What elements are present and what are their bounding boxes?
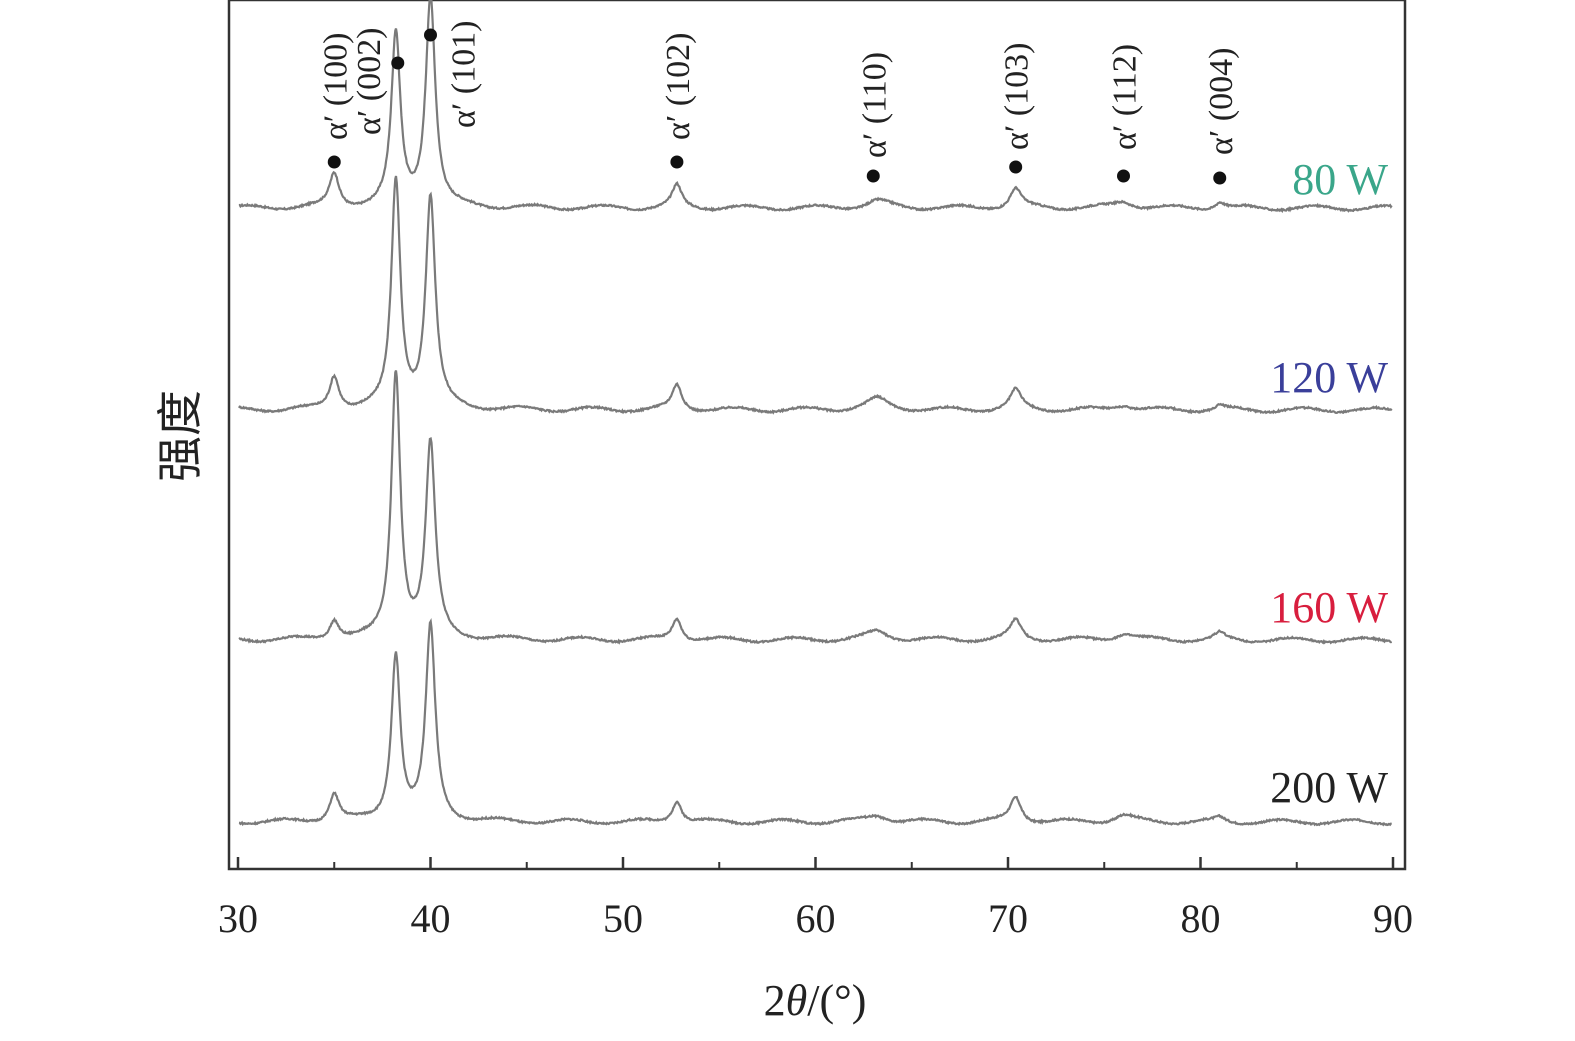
peak-dot-6 bbox=[1117, 169, 1130, 183]
x-axis-title-suffix: /(°) bbox=[807, 976, 866, 1025]
peak-label-7: α′ (004) bbox=[1203, 48, 1240, 155]
series-line-2 bbox=[238, 370, 1393, 645]
series-label-1: 120 W bbox=[1270, 353, 1388, 402]
series-line-3 bbox=[238, 617, 1392, 827]
x-tick-label-6: 90 bbox=[1373, 896, 1413, 941]
x-tick-label-4: 70 bbox=[988, 896, 1028, 941]
x-axis-title: 2θ/(°) bbox=[764, 976, 867, 1025]
x-tick-label-2: 50 bbox=[603, 896, 643, 941]
series-label-3: 200 W bbox=[1270, 763, 1388, 812]
peak-label-1: α′ (002) bbox=[351, 28, 388, 135]
peak-label-4: α′ (110) bbox=[856, 52, 893, 158]
series-label-2: 160 W bbox=[1270, 583, 1388, 632]
peak-label-2: α′ (101) bbox=[446, 21, 483, 128]
x-axis-ticks: 30 40 50 60 70 80 90 bbox=[218, 857, 1413, 941]
peak-dot-1 bbox=[391, 56, 405, 70]
peak-dot-5 bbox=[1009, 160, 1023, 174]
peak-markers: α′ (100)α′ (002) α′ (101) α′ (102) α′ (110)… bbox=[317, 21, 1240, 185]
plot-frame bbox=[227, 0, 1407, 871]
peak-dot-3 bbox=[670, 155, 684, 169]
peak-dot-4 bbox=[866, 169, 880, 183]
x-axis-title-theta: θ bbox=[786, 976, 808, 1025]
peak-dot-0 bbox=[327, 155, 341, 169]
peak-label-3: α′ (102) bbox=[660, 33, 697, 140]
series-line-1 bbox=[238, 175, 1393, 415]
series-group: 80 W 120 W 160 W 200 W bbox=[238, 0, 1393, 827]
peak-label-5: α′ (103) bbox=[999, 43, 1036, 150]
y-axis-title: 强度 bbox=[153, 390, 207, 482]
series-label-0: 80 W bbox=[1292, 155, 1388, 204]
x-tick-label-3: 60 bbox=[796, 896, 836, 941]
x-tick-label-1: 40 bbox=[411, 896, 451, 941]
peak-label-0: α′ (100) bbox=[317, 33, 354, 140]
series-line-0 bbox=[238, 0, 1393, 214]
peak-dot-2 bbox=[424, 28, 437, 42]
x-tick-label-5: 80 bbox=[1181, 896, 1221, 941]
x-tick-label-0: 30 bbox=[218, 896, 258, 941]
peak-dot-7 bbox=[1213, 171, 1227, 185]
peak-label-6: α′ (112) bbox=[1107, 44, 1144, 150]
x-axis-title-prefix: 2 bbox=[764, 976, 786, 1025]
